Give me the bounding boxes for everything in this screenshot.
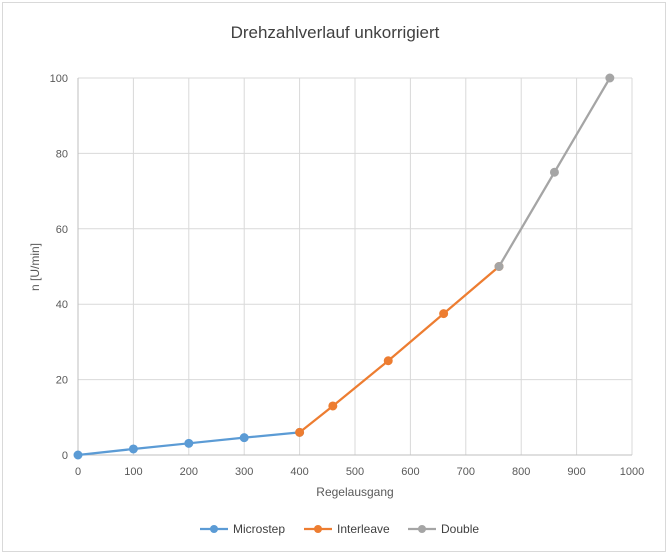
x-tick-label: 300	[235, 466, 253, 478]
legend-marker-microstep	[210, 525, 218, 533]
axis-layer: 0 100 200 300 400 500 600 700 800 900 1000 0 20 40 60 8…	[50, 73, 645, 478]
legend: Microstep Interleave Double	[200, 522, 479, 536]
legend-marker-interleave	[314, 525, 322, 533]
y-tick-label: 20	[56, 375, 68, 387]
y-tick-label: 80	[56, 148, 68, 160]
data-point-microstep	[73, 450, 83, 460]
x-tick-label: 100	[124, 466, 142, 478]
y-tick-label: 40	[56, 299, 68, 311]
legend-item-double: Double	[408, 522, 479, 536]
x-tick-label: 700	[457, 466, 475, 478]
data-point-microstep	[239, 433, 249, 443]
data-point-interleave	[383, 356, 393, 366]
series-layer	[73, 73, 615, 460]
x-axis-title: Regelausgang	[316, 485, 393, 499]
data-point-interleave	[328, 401, 338, 411]
chart-title: Drehzahlverlauf unkorrigiert	[231, 23, 440, 42]
x-tick-label: 200	[180, 466, 198, 478]
chart-svg: Drehzahlverlauf unkorrigiert 0 100 200 300 4…	[28, 23, 645, 536]
data-point-double	[494, 262, 504, 271]
x-tick-label: 1000	[620, 466, 644, 478]
grid-layer	[78, 77, 633, 455]
y-tick-label: 60	[56, 224, 68, 236]
data-point-interleave	[439, 309, 449, 319]
x-tick-label: 900	[567, 466, 585, 478]
data-point-interleave	[295, 427, 305, 437]
legend-label-double: Double	[441, 522, 479, 536]
legend-item-interleave: Interleave	[304, 522, 390, 536]
y-tick-label: 100	[50, 73, 68, 85]
y-axis-title: n [U/min]	[28, 243, 42, 291]
data-point-microstep	[128, 444, 138, 454]
x-tick-label: 0	[75, 466, 81, 478]
x-tick-label: 600	[401, 466, 419, 478]
y-tick-label: 0	[62, 450, 68, 462]
data-point-double	[549, 167, 559, 177]
x-tick-label: 500	[346, 466, 364, 478]
data-point-double	[605, 73, 615, 83]
x-tick-label: 800	[512, 466, 530, 478]
legend-label-microstep: Microstep	[233, 522, 285, 536]
legend-label-interleave: Interleave	[337, 522, 390, 536]
x-tick-label: 400	[290, 466, 308, 478]
legend-marker-double	[418, 525, 426, 533]
data-point-microstep	[184, 438, 194, 448]
legend-item-microstep: Microstep	[200, 522, 285, 536]
